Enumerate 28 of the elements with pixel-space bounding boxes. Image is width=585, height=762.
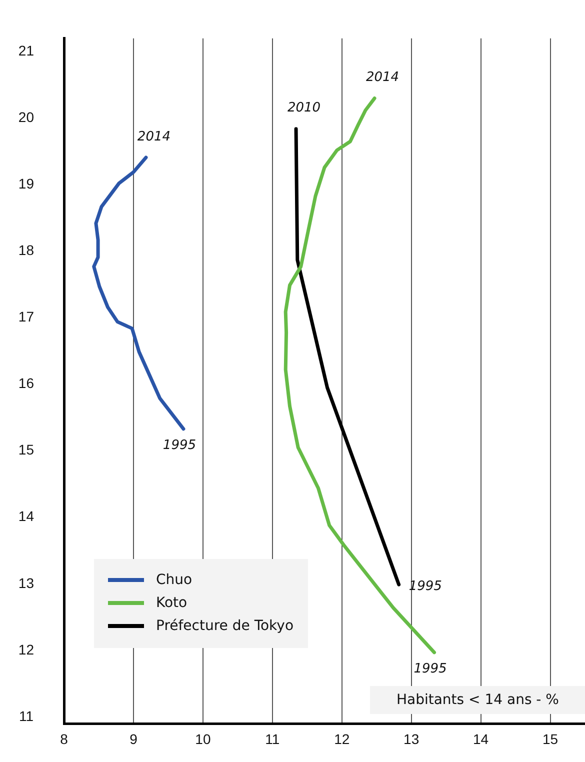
x-tick-label: 12 (334, 730, 350, 747)
legend-label: Koto (156, 595, 188, 612)
x-tick-label: 15 (542, 730, 558, 747)
legend-label: Chuo (156, 572, 192, 588)
y-tick-label: 21 (18, 42, 34, 59)
legend-label: Préfecture de Tokyo (156, 618, 294, 634)
x-tick-label: 9 (130, 730, 138, 747)
annotation: 2010 (287, 100, 321, 116)
y-tick-label: 19 (18, 176, 34, 192)
y-tick-label: 13 (18, 574, 34, 591)
x-tick-label: 10 (195, 730, 211, 747)
annotation: 2014 (366, 70, 400, 86)
y-tick-label: 18 (18, 242, 34, 258)
x-tick-label: 8 (60, 730, 68, 747)
y-tick-label: 12 (18, 641, 34, 658)
y-tick-label: 20 (18, 109, 34, 126)
y-tick-label: 14 (18, 508, 34, 524)
annotation: 1995 (414, 661, 447, 676)
annotation: 1995 (162, 438, 196, 453)
x-tick-label: 13 (404, 730, 420, 747)
y-tick-label: 15 (18, 442, 34, 458)
y-tick-label: 16 (18, 375, 34, 392)
x-tick-label: 11 (265, 730, 280, 747)
annotation: 2014 (137, 129, 171, 144)
y-tick-label: 11 (18, 708, 34, 724)
y-tick-label: 17 (18, 308, 34, 325)
axis-title-panel: Habitants < 14 ans - % (370, 686, 585, 714)
x-tick-label: 14 (473, 730, 489, 747)
